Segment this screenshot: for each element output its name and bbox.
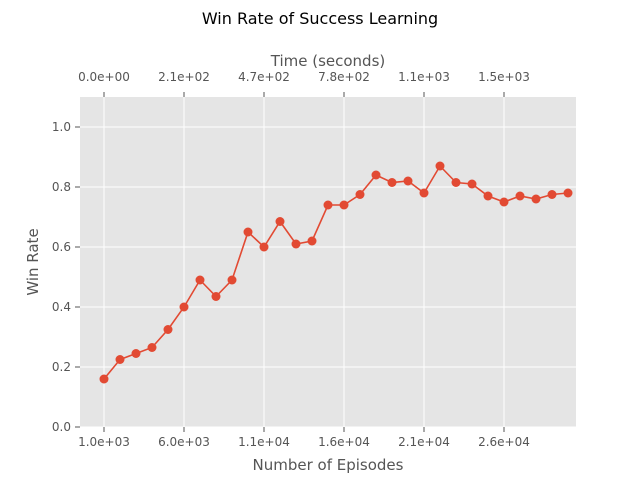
y-tick-label: 0.0 <box>52 420 71 434</box>
data-point <box>387 178 397 187</box>
data-point <box>243 227 253 237</box>
data-point <box>323 200 333 210</box>
top-tick-label: 4.7e+02 <box>238 70 290 84</box>
data-point <box>179 302 189 312</box>
data-point <box>259 242 269 252</box>
data-point <box>451 178 461 187</box>
x-axis-label: Number of Episodes <box>253 456 404 474</box>
top-tick-label: 1.1e+03 <box>398 70 450 84</box>
top-x-axis-label: Time (seconds) <box>270 52 386 70</box>
data-point <box>291 239 301 249</box>
y-tick-label: 1.0 <box>52 120 71 134</box>
top-tick-label: 2.1e+02 <box>158 70 210 84</box>
data-point <box>531 194 541 204</box>
y-tick-label: 0.2 <box>52 360 71 374</box>
data-point <box>467 179 477 189</box>
data-point <box>483 191 493 201</box>
series-layer <box>99 161 573 384</box>
data-point <box>499 197 509 207</box>
y-tick-label: 0.6 <box>52 240 71 254</box>
data-point <box>227 275 237 285</box>
y-tick-label: 0.8 <box>52 180 71 194</box>
x-tick-label: 1.1e+04 <box>238 435 290 449</box>
data-point <box>211 292 221 301</box>
x-tick-label: 2.1e+04 <box>398 435 450 449</box>
data-point <box>195 275 205 285</box>
grid <box>80 97 576 428</box>
data-point <box>131 349 141 358</box>
x-tick-label: 6.0e+03 <box>158 435 210 449</box>
data-point <box>435 161 445 171</box>
data-point <box>419 188 429 198</box>
data-point <box>403 176 413 186</box>
y-axis-label: Win Rate <box>24 228 42 295</box>
data-point <box>275 217 285 226</box>
top-tick-label: 0.0e+00 <box>78 70 130 84</box>
data-point <box>563 188 573 198</box>
data-point <box>147 343 157 352</box>
data-point <box>547 190 557 199</box>
data-point <box>371 170 381 180</box>
data-point <box>163 325 173 334</box>
ticks-layer: 1.0e+03 6.0e+03 1.1e+04 1.6e+04 2.1e+04 2.6e+… <box>52 70 530 449</box>
data-point <box>515 191 525 201</box>
data-point <box>307 236 317 246</box>
data-point <box>99 374 109 384</box>
x-tick-label: 1.6e+04 <box>318 435 370 449</box>
y-tick-label: 0.4 <box>52 300 71 314</box>
data-point <box>339 200 349 210</box>
top-tick-label: 7.8e+02 <box>318 70 370 84</box>
top-tick-label: 1.5e+03 <box>478 70 530 84</box>
x-tick-label: 1.0e+03 <box>78 435 130 449</box>
data-point <box>355 190 365 199</box>
data-point <box>115 355 125 364</box>
chart-title: Win Rate of Success Learning <box>202 9 438 28</box>
plot-area <box>80 97 576 427</box>
x-tick-label: 2.6e+04 <box>478 435 530 449</box>
